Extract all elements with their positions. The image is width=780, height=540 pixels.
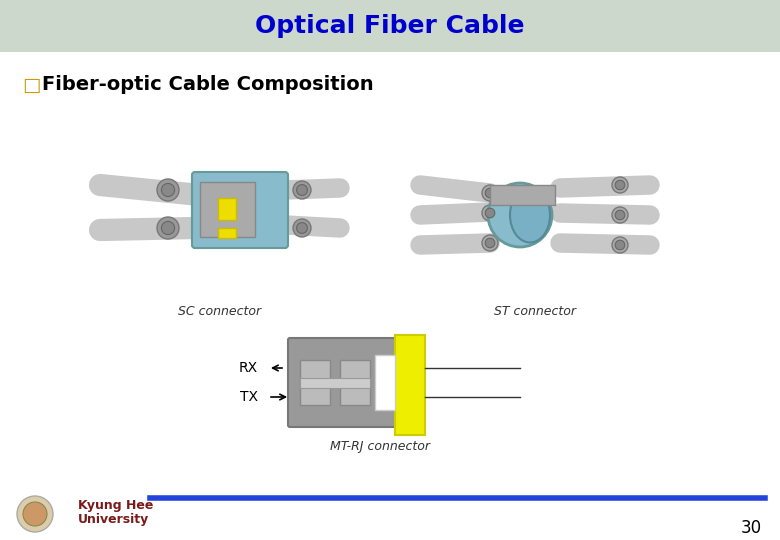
Text: TX: TX bbox=[240, 390, 258, 404]
Text: MT-RJ connector: MT-RJ connector bbox=[330, 440, 430, 453]
Circle shape bbox=[161, 221, 175, 234]
Bar bbox=[218, 198, 236, 220]
Ellipse shape bbox=[510, 187, 550, 242]
Circle shape bbox=[485, 208, 495, 218]
Text: University: University bbox=[78, 514, 149, 526]
Circle shape bbox=[485, 238, 495, 248]
Circle shape bbox=[615, 180, 625, 190]
Circle shape bbox=[17, 496, 53, 532]
Text: Optical Fiber Cable: Optical Fiber Cable bbox=[255, 14, 525, 38]
Bar bbox=[490, 185, 555, 205]
Circle shape bbox=[482, 205, 498, 221]
Circle shape bbox=[488, 183, 552, 247]
Circle shape bbox=[612, 237, 628, 253]
Text: □: □ bbox=[22, 76, 41, 94]
FancyBboxPatch shape bbox=[192, 172, 288, 248]
Circle shape bbox=[482, 235, 498, 251]
Circle shape bbox=[615, 240, 625, 250]
Circle shape bbox=[296, 222, 307, 233]
Text: ST connector: ST connector bbox=[494, 305, 576, 318]
Circle shape bbox=[485, 188, 495, 198]
Bar bbox=[200, 182, 255, 237]
Bar bbox=[340, 360, 370, 405]
Bar bbox=[395, 335, 425, 435]
Bar bbox=[0, 0, 780, 52]
Circle shape bbox=[612, 177, 628, 193]
Circle shape bbox=[157, 179, 179, 201]
Text: RX: RX bbox=[239, 361, 258, 375]
Circle shape bbox=[23, 502, 47, 526]
Circle shape bbox=[161, 184, 175, 197]
Bar bbox=[300, 360, 330, 405]
FancyBboxPatch shape bbox=[288, 338, 422, 427]
Bar bbox=[300, 378, 370, 388]
Text: Fiber-optic Cable Composition: Fiber-optic Cable Composition bbox=[42, 76, 374, 94]
Text: SC connector: SC connector bbox=[179, 305, 261, 318]
Text: Kyung Hee: Kyung Hee bbox=[78, 500, 154, 512]
Circle shape bbox=[615, 210, 625, 220]
Circle shape bbox=[612, 207, 628, 223]
Circle shape bbox=[482, 185, 498, 201]
Text: 30: 30 bbox=[741, 519, 762, 537]
Bar bbox=[218, 228, 236, 238]
Circle shape bbox=[157, 217, 179, 239]
Circle shape bbox=[293, 181, 311, 199]
Circle shape bbox=[293, 219, 311, 237]
Circle shape bbox=[296, 185, 307, 195]
Bar bbox=[375, 355, 395, 410]
